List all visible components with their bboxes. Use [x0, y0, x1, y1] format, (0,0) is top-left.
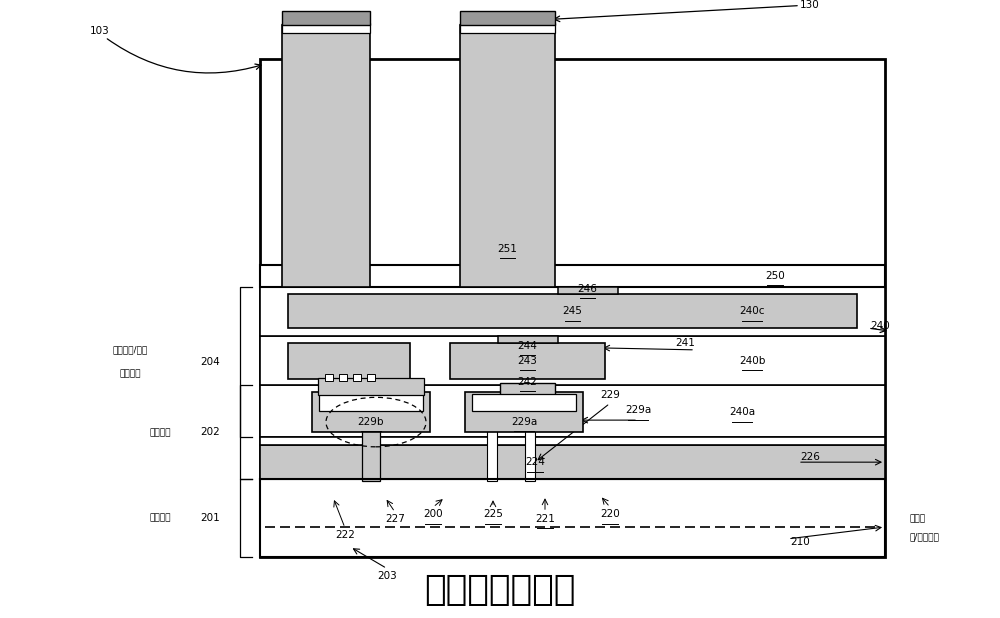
Text: 240a: 240a [729, 407, 755, 417]
Text: 244: 244 [518, 341, 537, 351]
Bar [460, 12, 555, 25]
Text: 241: 241 [675, 338, 695, 348]
Text: 210: 210 [790, 537, 810, 547]
Text: 201: 201 [200, 513, 220, 523]
Bar [282, 12, 370, 25]
Text: 227: 227 [385, 514, 405, 524]
Bar [450, 343, 605, 379]
Bar [282, 23, 370, 33]
Text: 200: 200 [423, 509, 443, 519]
Bar [260, 445, 885, 480]
Bar [558, 287, 618, 294]
Text: 243: 243 [518, 356, 537, 366]
Bar [460, 23, 555, 33]
Text: 和/或晶体管: 和/或晶体管 [910, 532, 940, 541]
Bar [312, 392, 430, 432]
Bar [260, 386, 885, 437]
Text: 251: 251 [498, 244, 517, 254]
Bar [288, 343, 410, 379]
Bar [460, 25, 555, 287]
Text: 202: 202 [200, 428, 220, 438]
Text: 229a: 229a [511, 417, 537, 427]
Text: 203: 203 [377, 572, 397, 582]
Text: 229a: 229a [625, 405, 651, 415]
Text: 220: 220 [600, 509, 620, 519]
Text: 225: 225 [483, 509, 503, 519]
Text: 250: 250 [765, 271, 785, 281]
Bar [362, 430, 380, 481]
Text: 204: 204 [200, 357, 220, 366]
Bar [318, 378, 424, 396]
Bar [500, 383, 555, 397]
Text: 246: 246 [578, 284, 597, 294]
Bar [260, 265, 885, 287]
Text: 130: 130 [800, 0, 820, 9]
Bar [498, 336, 558, 343]
Bar [260, 480, 885, 557]
Bar [367, 374, 375, 381]
Text: 逻辑块: 逻辑块 [910, 515, 926, 523]
Bar [472, 394, 576, 412]
Text: 229b: 229b [358, 417, 384, 427]
Text: 103: 103 [90, 27, 110, 36]
Text: 互连部分: 互连部分 [149, 428, 171, 437]
Text: 242: 242 [518, 376, 537, 386]
Bar [353, 374, 361, 381]
Bar [260, 59, 885, 557]
Text: 有源部分: 有源部分 [149, 514, 171, 523]
Text: 229: 229 [600, 391, 620, 400]
Bar [339, 374, 347, 381]
Bar [260, 287, 885, 336]
Text: 封装部分/重新: 封装部分/重新 [112, 345, 148, 354]
Bar [282, 25, 370, 287]
Text: 240: 240 [870, 321, 890, 331]
Text: 剖面横截面视图: 剖面横截面视图 [424, 574, 576, 607]
Text: 221: 221 [535, 514, 555, 524]
Text: 分布部分: 分布部分 [119, 369, 141, 378]
Text: 240c: 240c [739, 307, 765, 316]
Text: 226: 226 [800, 452, 820, 462]
Bar [319, 394, 423, 412]
Text: 222: 222 [335, 530, 355, 540]
Bar [325, 374, 333, 381]
Bar [288, 294, 857, 328]
Bar [525, 427, 535, 481]
Bar [260, 336, 885, 386]
Bar [260, 437, 885, 445]
Text: 245: 245 [563, 307, 582, 316]
Text: 224: 224 [525, 457, 545, 467]
Bar [465, 392, 583, 432]
Bar [487, 427, 497, 481]
Text: 240b: 240b [739, 356, 765, 366]
